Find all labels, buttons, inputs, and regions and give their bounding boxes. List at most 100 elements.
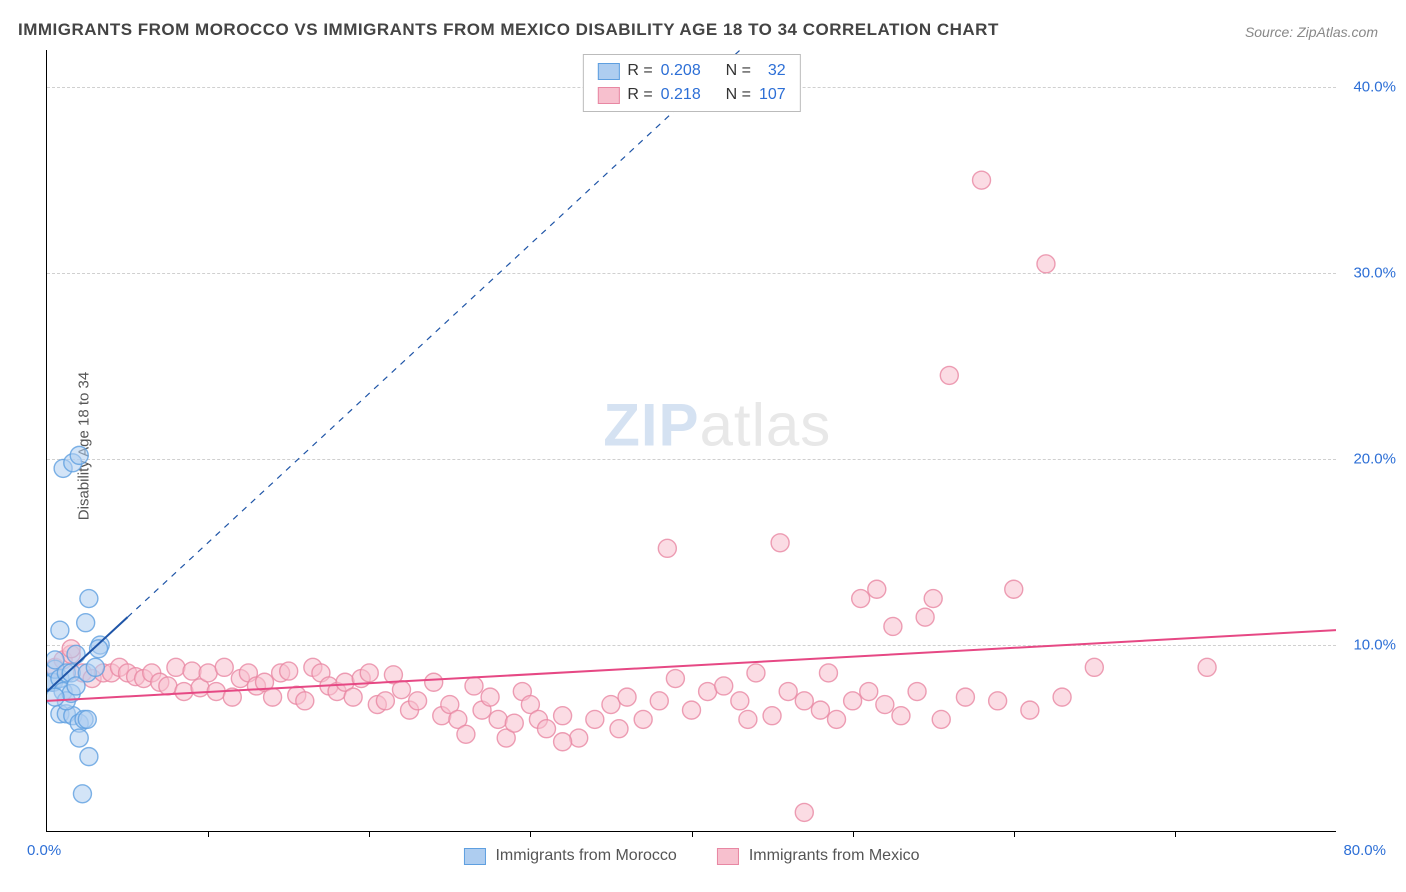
legend-label-0: Immigrants from Morocco bbox=[495, 847, 676, 865]
ytick-label: 30.0% bbox=[1353, 265, 1396, 282]
data-point bbox=[47, 688, 64, 706]
data-point bbox=[159, 677, 177, 695]
legend-stats-box: R = 0.208 N = 32 R = 0.218 N = 107 bbox=[582, 54, 800, 112]
data-point bbox=[892, 707, 910, 725]
data-point bbox=[916, 608, 934, 626]
data-point bbox=[634, 710, 652, 728]
data-point bbox=[610, 720, 628, 738]
data-point bbox=[1198, 658, 1216, 676]
legend-R-1: 0.218 bbox=[661, 83, 701, 107]
data-point bbox=[505, 714, 523, 732]
legend-bottom: Immigrants from Morocco Immigrants from … bbox=[463, 847, 919, 865]
data-point bbox=[78, 710, 96, 728]
data-point bbox=[940, 366, 958, 384]
data-point bbox=[819, 664, 837, 682]
swatch-series-0 bbox=[463, 848, 485, 865]
legend-stats-row-0: R = 0.208 N = 32 bbox=[597, 59, 785, 83]
xtick-mark bbox=[369, 831, 370, 837]
ytick-label: 40.0% bbox=[1353, 79, 1396, 96]
data-point bbox=[537, 720, 555, 738]
data-point bbox=[51, 621, 69, 639]
legend-N-1: 107 bbox=[759, 83, 786, 107]
data-point bbox=[280, 662, 298, 680]
data-point bbox=[70, 729, 88, 747]
data-point bbox=[747, 664, 765, 682]
xtick-mark bbox=[530, 831, 531, 837]
legend-N-0: 32 bbox=[759, 59, 786, 83]
source-label: Source: ZipAtlas.com bbox=[1245, 24, 1378, 40]
data-point bbox=[876, 696, 894, 714]
data-point bbox=[344, 688, 362, 706]
data-point bbox=[932, 710, 950, 728]
data-point bbox=[376, 692, 394, 710]
data-point bbox=[80, 748, 98, 766]
data-point bbox=[666, 670, 684, 688]
legend-N-label: N = bbox=[726, 83, 751, 107]
data-point bbox=[860, 683, 878, 701]
data-point bbox=[771, 534, 789, 552]
data-point bbox=[1085, 658, 1103, 676]
data-point bbox=[956, 688, 974, 706]
data-point bbox=[215, 658, 233, 676]
data-point bbox=[409, 692, 427, 710]
data-point bbox=[602, 696, 620, 714]
legend-item-0: Immigrants from Morocco bbox=[463, 847, 676, 865]
data-point bbox=[570, 729, 588, 747]
data-point bbox=[183, 662, 201, 680]
xtick-label: 80.0% bbox=[1343, 842, 1386, 859]
data-point bbox=[795, 803, 813, 821]
data-point bbox=[618, 688, 636, 706]
data-point bbox=[884, 617, 902, 635]
data-point bbox=[86, 658, 104, 676]
data-point bbox=[70, 446, 88, 464]
data-point bbox=[1005, 580, 1023, 598]
legend-R-label: R = bbox=[627, 59, 652, 83]
data-point bbox=[360, 664, 378, 682]
data-point bbox=[554, 707, 572, 725]
ytick-label: 20.0% bbox=[1353, 451, 1396, 468]
legend-item-1: Immigrants from Mexico bbox=[717, 847, 920, 865]
trendline-extension bbox=[128, 50, 821, 617]
xtick-mark bbox=[1014, 831, 1015, 837]
data-point bbox=[739, 710, 757, 728]
legend-label-1: Immigrants from Mexico bbox=[749, 847, 920, 865]
legend-N-label: N = bbox=[726, 59, 751, 83]
data-point bbox=[924, 590, 942, 608]
data-point bbox=[199, 664, 217, 682]
data-point bbox=[852, 590, 870, 608]
xtick-label: 0.0% bbox=[27, 842, 61, 859]
data-point bbox=[175, 683, 193, 701]
data-point bbox=[811, 701, 829, 719]
data-point bbox=[1053, 688, 1071, 706]
ytick-label: 10.0% bbox=[1353, 637, 1396, 654]
xtick-mark bbox=[1175, 831, 1176, 837]
data-point bbox=[658, 539, 676, 557]
data-point bbox=[908, 683, 926, 701]
scatter-plot bbox=[47, 50, 1336, 831]
data-point bbox=[989, 692, 1007, 710]
trendline bbox=[47, 630, 1336, 701]
data-point bbox=[973, 171, 991, 189]
data-point bbox=[489, 710, 507, 728]
data-point bbox=[392, 681, 410, 699]
data-point bbox=[683, 701, 701, 719]
data-point bbox=[844, 692, 862, 710]
chart-title: IMMIGRANTS FROM MOROCCO VS IMMIGRANTS FR… bbox=[18, 20, 999, 40]
data-point bbox=[481, 688, 499, 706]
data-point bbox=[763, 707, 781, 725]
data-point bbox=[264, 688, 282, 706]
swatch-series-0 bbox=[597, 63, 619, 80]
swatch-series-1 bbox=[717, 848, 739, 865]
data-point bbox=[868, 580, 886, 598]
data-point bbox=[586, 710, 604, 728]
data-point bbox=[77, 614, 95, 632]
data-point bbox=[779, 683, 797, 701]
swatch-series-1 bbox=[597, 87, 619, 104]
xtick-mark bbox=[853, 831, 854, 837]
legend-R-0: 0.208 bbox=[661, 59, 701, 83]
plot-area: ZIPatlas R = 0.208 N = 32 R = 0.218 N = … bbox=[46, 50, 1336, 832]
data-point bbox=[167, 658, 185, 676]
data-point bbox=[296, 692, 314, 710]
data-point bbox=[73, 785, 91, 803]
data-point bbox=[715, 677, 733, 695]
